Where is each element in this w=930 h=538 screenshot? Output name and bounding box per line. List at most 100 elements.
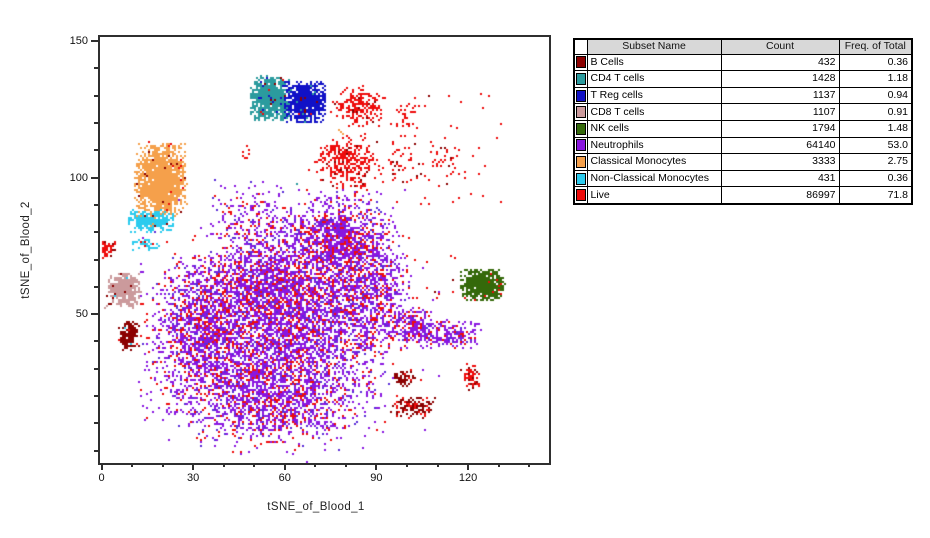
x-minor-tick — [161, 463, 164, 467]
x-minor-tick — [344, 463, 347, 467]
color-swatch — [576, 189, 586, 202]
legend-header-count: Count — [720, 38, 840, 55]
color-swatch — [576, 172, 586, 185]
x-minor-tick — [497, 463, 500, 467]
count-cell: 1137 — [720, 86, 840, 105]
x-axis-label: tSNE_of_Blood_1 — [267, 501, 365, 513]
y-minor-tick — [94, 340, 98, 343]
subset-name-cell: Live — [586, 186, 722, 205]
count-cell: 86997 — [720, 186, 840, 205]
y-minor-tick — [94, 258, 98, 261]
x-minor-tick — [314, 463, 317, 467]
color-swatch — [576, 89, 586, 102]
x-major-tick — [283, 463, 286, 470]
count-cell: 64140 — [720, 136, 840, 155]
count-cell: 1794 — [720, 119, 840, 138]
color-swatch — [576, 56, 586, 69]
subset-name-cell: NK cells — [586, 119, 722, 138]
freq-cell: 2.75 — [838, 153, 913, 171]
x-major-tick — [192, 463, 195, 470]
color-swatch — [576, 106, 586, 119]
freq-cell: 53.0 — [838, 136, 913, 155]
color-swatch-cell — [573, 186, 588, 205]
legend-header-subset-name: Subset Name — [586, 38, 722, 55]
color-swatch-cell — [573, 53, 588, 72]
legend-row: Classical Monocytes 3333 2.75 — [573, 153, 913, 171]
y-major-tick — [91, 176, 98, 179]
y-tick-label: 150 — [69, 35, 88, 48]
y-minor-tick — [94, 149, 98, 152]
subset-name-cell: CD4 T cells — [586, 70, 722, 88]
color-swatch-cell — [573, 136, 588, 155]
legend-row: T Reg cells 1137 0.94 — [573, 86, 913, 105]
x-minor-tick — [131, 463, 134, 467]
count-cell: 1107 — [720, 103, 840, 121]
freq-cell: 0.94 — [838, 86, 913, 105]
freq-cell: 0.36 — [838, 169, 913, 188]
legend-row: Live 86997 71.8 — [573, 186, 913, 205]
legend-row: CD4 T cells 1428 1.18 — [573, 70, 913, 88]
legend-row: NK cells 1794 1.48 — [573, 119, 913, 138]
legend-header-row: Subset Name Count Freq. of Total — [573, 38, 913, 55]
x-tick-label: 60 — [278, 472, 291, 484]
legend-row: CD8 T cells 1107 0.91 — [573, 103, 913, 121]
y-minor-tick — [94, 395, 98, 398]
subset-name-cell: T Reg cells — [586, 86, 722, 105]
subset-name-cell: Non-Classical Monocytes — [586, 169, 722, 188]
freq-cell: 0.91 — [838, 103, 913, 121]
color-swatch-cell — [573, 86, 588, 105]
y-minor-tick — [94, 367, 98, 370]
x-major-tick — [467, 463, 470, 470]
y-minor-tick — [94, 285, 98, 288]
y-minor-tick — [94, 203, 98, 206]
x-major-tick — [100, 463, 103, 470]
color-swatch — [576, 122, 586, 135]
y-minor-tick — [94, 67, 98, 70]
count-cell: 431 — [720, 169, 840, 188]
x-tick-label: 0 — [98, 472, 105, 484]
subset-name-cell: B Cells — [586, 53, 722, 72]
x-minor-tick — [405, 463, 408, 467]
color-swatch — [576, 155, 586, 168]
x-minor-tick — [436, 463, 439, 467]
y-minor-tick — [94, 231, 98, 234]
freq-cell: 1.18 — [838, 70, 913, 88]
freq-cell: 1.48 — [838, 119, 913, 138]
legend-header-freq: Freq. of Total — [838, 38, 913, 55]
color-swatch-cell — [573, 119, 588, 138]
scatter-canvas — [100, 37, 549, 463]
count-cell: 432 — [720, 53, 840, 72]
legend-row: Non-Classical Monocytes 431 0.36 — [573, 169, 913, 188]
y-major-tick — [91, 313, 98, 316]
y-axis-label: tSNE_of_Blood_2 — [20, 201, 32, 299]
color-swatch-cell — [573, 153, 588, 171]
count-cell: 1428 — [720, 70, 840, 88]
y-minor-tick — [94, 422, 98, 425]
x-tick-label: 90 — [370, 472, 383, 484]
color-swatch — [576, 139, 586, 152]
subset-name-cell: Neutrophils — [586, 136, 722, 155]
x-minor-tick — [253, 463, 256, 467]
x-major-tick — [375, 463, 378, 470]
count-cell: 3333 — [720, 153, 840, 171]
y-tick-label: 100 — [69, 171, 88, 184]
legend-row: B Cells 432 0.36 — [573, 53, 913, 72]
y-minor-tick — [94, 122, 98, 125]
freq-cell: 0.36 — [838, 53, 913, 72]
color-swatch-cell — [573, 103, 588, 121]
subset-name-cell: CD8 T cells — [586, 103, 722, 121]
freq-cell: 71.8 — [838, 186, 913, 205]
x-tick-label: 30 — [187, 472, 200, 484]
y-major-tick — [91, 40, 98, 43]
color-swatch-cell — [573, 70, 588, 88]
y-minor-tick — [94, 94, 98, 97]
x-minor-tick — [222, 463, 225, 467]
color-swatch — [576, 72, 586, 85]
x-tick-label: 120 — [458, 472, 478, 484]
legend-header-swatch — [573, 38, 588, 55]
y-minor-tick — [94, 449, 98, 452]
legend-table: Subset Name Count Freq. of Total B Cells… — [573, 38, 913, 205]
legend-row: Neutrophils 64140 53.0 — [573, 136, 913, 155]
color-swatch-cell — [573, 169, 588, 188]
